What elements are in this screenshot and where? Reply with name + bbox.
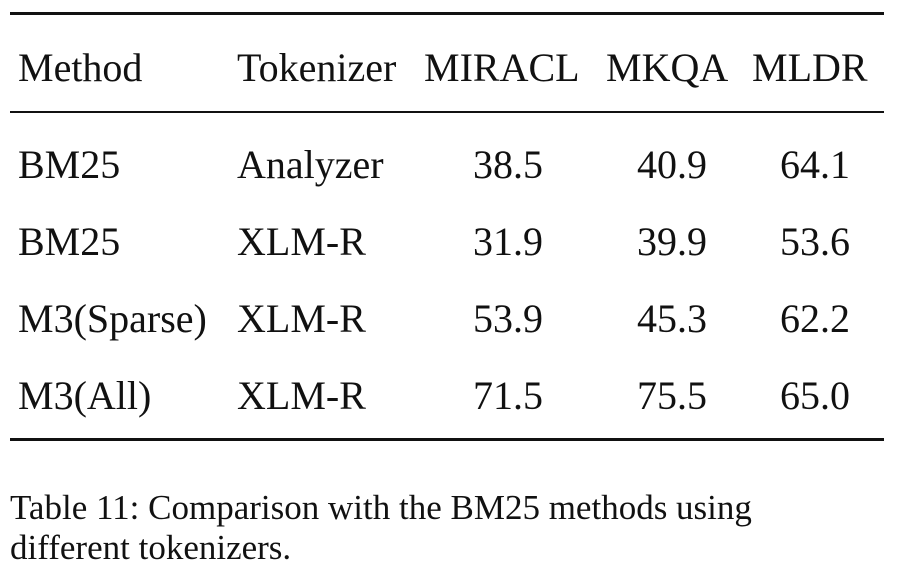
caption-line-2: different tokenizers. [10, 528, 292, 567]
miracl-cell: 38.5 [473, 142, 543, 187]
bottom-rule [10, 438, 884, 441]
method-cell: M3(Sparse) [18, 296, 207, 341]
tokenizer-cell: XLM-R [237, 219, 366, 264]
header-mldr: MLDR [752, 45, 868, 90]
mkqa-cell: 40.9 [637, 142, 707, 187]
method-cell: BM25 [18, 219, 121, 264]
miracl-cell: 31.9 [473, 219, 543, 264]
caption-line-1: Table 11: Comparison with the BM25 metho… [10, 488, 752, 527]
mkqa-cell: 39.9 [637, 219, 707, 264]
mkqa-cell: 45.3 [637, 296, 707, 341]
mldr-cell: 65.0 [780, 373, 850, 418]
miracl-cell: 71.5 [473, 373, 543, 418]
method-cell: BM25 [18, 142, 121, 187]
tokenizer-cell: XLM-R [237, 296, 366, 341]
miracl-cell: 53.9 [473, 296, 543, 341]
header-miracl: MIRACL [424, 45, 580, 90]
top-rule [10, 12, 884, 15]
header-method: Method [18, 45, 143, 90]
method-cell: M3(All) [18, 373, 152, 418]
tokenizer-cell: Analyzer [237, 142, 384, 187]
mldr-cell: 62.2 [780, 296, 850, 341]
header-mkqa: MKQA [606, 45, 729, 90]
mldr-cell: 64.1 [780, 142, 850, 187]
header-tokenizer: Tokenizer [237, 45, 397, 90]
mkqa-cell: 75.5 [637, 373, 707, 418]
tokenizer-cell: XLM-R [237, 373, 366, 418]
mid-rule [10, 111, 884, 113]
mldr-cell: 53.6 [780, 219, 850, 264]
